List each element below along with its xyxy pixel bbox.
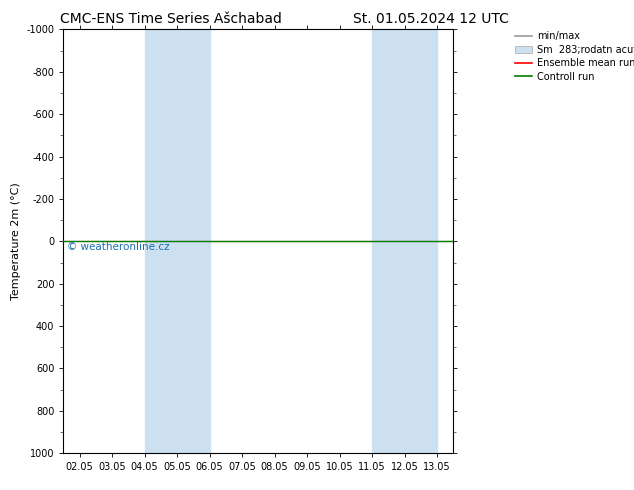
Bar	[372, 29, 437, 453]
Text: © weatheronline.cz: © weatheronline.cz	[67, 242, 170, 252]
Y-axis label: Temperature 2m (°C): Temperature 2m (°C)	[11, 182, 21, 300]
Text: St. 01.05.2024 12 UTC: St. 01.05.2024 12 UTC	[353, 12, 509, 26]
Bar	[145, 29, 210, 453]
Text: CMC-ENS Time Series Ašchabad: CMC-ENS Time Series Ašchabad	[60, 12, 282, 26]
Legend: min/max, Sm  283;rodatn acute; odchylka, Ensemble mean run, Controll run: min/max, Sm 283;rodatn acute; odchylka, …	[513, 29, 634, 83]
